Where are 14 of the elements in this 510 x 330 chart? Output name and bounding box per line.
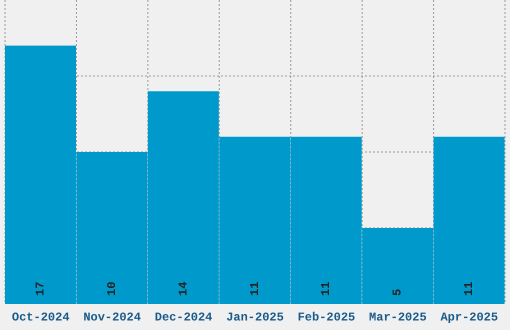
data-label: 11 (319, 282, 334, 296)
data-label: 11 (462, 282, 476, 296)
data-label: 17 (34, 282, 48, 296)
data-label: 14 (176, 282, 190, 296)
x-tick-label: Apr-2025 (440, 310, 498, 325)
x-tick-label: Feb-2025 (298, 310, 356, 325)
data-label: 11 (248, 282, 262, 296)
x-tick-label: Oct-2024 (12, 310, 70, 325)
x-tick-label: Nov-2024 (83, 310, 141, 325)
x-tick-label: Dec-2024 (154, 310, 212, 325)
x-tick-label: Mar-2025 (369, 310, 427, 325)
data-label: 10 (104, 282, 119, 296)
data-label: 5 (390, 288, 405, 296)
x-tick-label: Jan-2025 (226, 310, 284, 325)
